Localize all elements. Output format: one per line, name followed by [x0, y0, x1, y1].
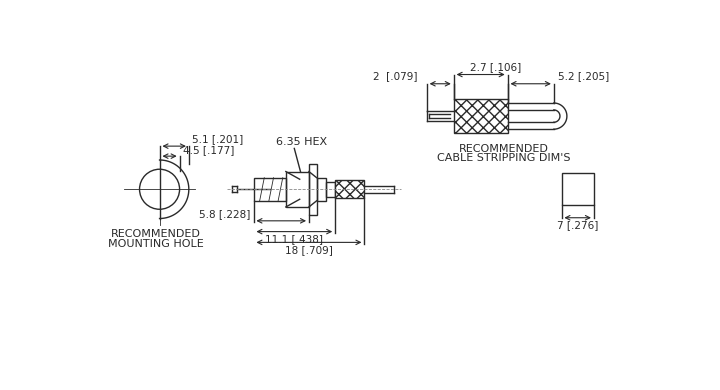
Text: 4.5 [.177]: 4.5 [.177]: [183, 145, 234, 154]
Bar: [309, 164, 317, 214]
Text: 5.2 [.205]: 5.2 [.205]: [558, 71, 609, 82]
Bar: [253, 178, 286, 201]
Text: 6.35 HEX: 6.35 HEX: [276, 137, 328, 147]
Bar: [562, 173, 594, 206]
Bar: [326, 182, 335, 197]
Bar: [335, 180, 364, 199]
Text: RECOMMENDED: RECOMMENDED: [459, 144, 549, 154]
Text: 5.8 [.228]: 5.8 [.228]: [199, 209, 251, 219]
Text: RECOMMENDED: RECOMMENDED: [111, 229, 201, 239]
Text: MOUNTING HOLE: MOUNTING HOLE: [108, 239, 204, 249]
Text: 18 [.709]: 18 [.709]: [285, 245, 333, 255]
Text: 7 [.276]: 7 [.276]: [557, 220, 598, 230]
Bar: [454, 99, 508, 133]
Text: 11.1 [.438]: 11.1 [.438]: [265, 234, 323, 244]
Text: CABLE STRIPPING DIM'S: CABLE STRIPPING DIM'S: [437, 153, 570, 163]
Bar: [286, 172, 309, 207]
Text: 5.1 [.201]: 5.1 [.201]: [192, 135, 243, 145]
Bar: [317, 178, 326, 201]
Text: 2  [.079]: 2 [.079]: [373, 71, 418, 82]
Text: 2.7 [.106]: 2.7 [.106]: [470, 62, 522, 72]
